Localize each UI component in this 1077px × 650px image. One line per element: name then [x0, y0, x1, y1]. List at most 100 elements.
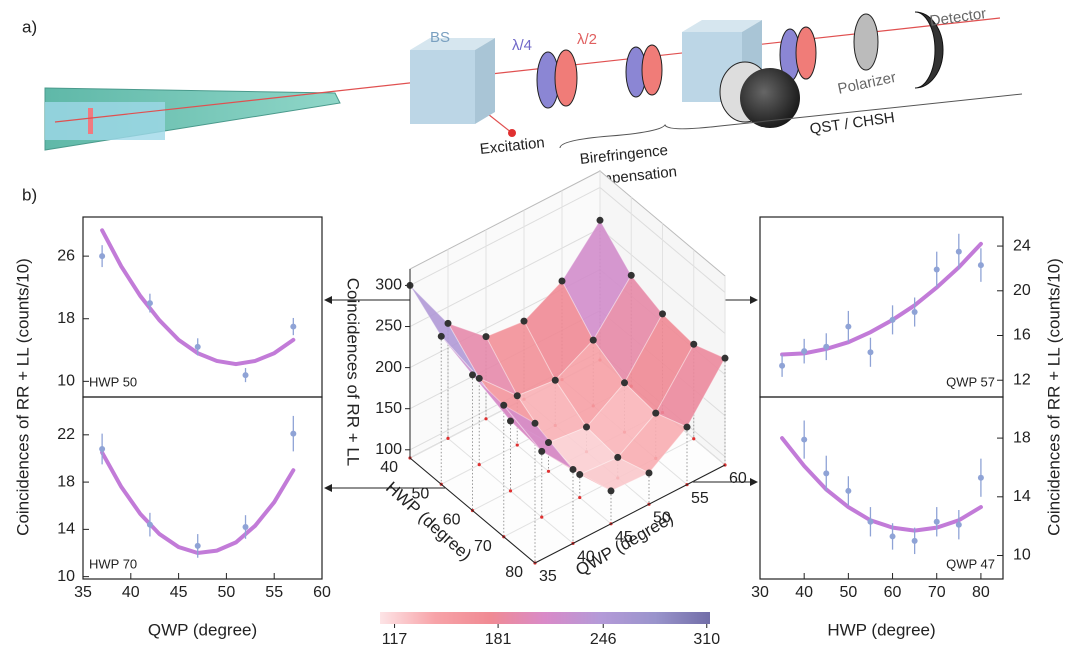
setup-diagram [44, 11, 1023, 151]
surface-point [482, 333, 490, 341]
floor-dot [484, 417, 488, 421]
surface-point [607, 487, 615, 495]
data-point [867, 518, 874, 525]
surface-point [437, 332, 445, 340]
data-point [779, 362, 786, 369]
z-tick-label: 200 [375, 359, 402, 376]
data-point [977, 262, 984, 269]
qst-label: QST / CHSH [809, 109, 896, 138]
y-tick-label: 10 [1013, 547, 1031, 564]
data-point [823, 343, 830, 350]
surface-point [569, 465, 577, 473]
brace [559, 93, 1023, 149]
surface-point [469, 371, 476, 379]
y-tick-label: 10 [57, 373, 75, 390]
surface-point [683, 423, 691, 431]
data-point [977, 474, 984, 481]
plot-frame [82, 216, 323, 398]
q-tick-label: 55 [691, 490, 709, 507]
colorbar-tick-label: 181 [485, 631, 512, 648]
floor-dot [515, 443, 519, 447]
surface-point [614, 453, 622, 461]
beam [54, 17, 1001, 123]
x-tick-label: 50 [218, 584, 236, 601]
y-tick-label: 12 [1013, 371, 1031, 388]
y-tick-label: 18 [1013, 429, 1031, 446]
surface-point [513, 392, 521, 400]
panel-label: a) [22, 17, 37, 36]
surface-point [444, 319, 452, 327]
surface-point [475, 374, 483, 382]
excitation-spot [508, 129, 516, 137]
data-point [146, 521, 153, 528]
x-tick-label: 45 [170, 584, 188, 601]
z-tick-label: 150 [375, 400, 402, 417]
x-tick-label: 60 [884, 584, 902, 601]
x-tick-label: 40 [795, 584, 813, 601]
waveplates [536, 11, 944, 128]
q-tick-label: 60 [729, 470, 747, 487]
h-tick-label: 80 [505, 564, 523, 581]
surface-point [531, 419, 539, 427]
x-tick-label: 60 [313, 584, 331, 601]
data-point [99, 253, 106, 260]
surface-point [583, 423, 590, 431]
h-tick-label: 40 [380, 459, 398, 476]
data-point [194, 343, 201, 350]
surface-point [645, 469, 653, 477]
x-tick-label: 30 [751, 584, 769, 601]
fit-line [780, 436, 983, 533]
h-tick-label: 60 [443, 512, 461, 529]
plot-frame [759, 216, 1004, 398]
y-tick-label: 16 [1013, 327, 1031, 344]
surface-point [621, 379, 628, 387]
fit-line [780, 241, 983, 357]
source [88, 108, 93, 134]
floor-dot [446, 436, 450, 440]
birefringence-label: Birefringence [579, 142, 669, 168]
data-point [242, 372, 249, 379]
x-tick-label: 70 [928, 584, 946, 601]
data-point [290, 323, 297, 330]
excitation-label: Excitation [479, 134, 545, 158]
surface-point [545, 439, 552, 447]
floor-dot [546, 469, 551, 473]
z-tick-label: 300 [375, 277, 402, 294]
z-axis-label: Coincidences of RR + LL [344, 278, 363, 467]
colorbar [380, 612, 710, 624]
colorbar-tick-label: 117 [382, 631, 408, 648]
detector-sphere [740, 68, 800, 128]
data-point [845, 487, 852, 494]
x-tick-label: 40 [122, 584, 140, 601]
z-tick-label: 250 [375, 318, 402, 335]
surface-point [589, 336, 597, 344]
q-tick-label: 40 [577, 549, 595, 566]
data-point [194, 542, 201, 549]
data-point [801, 348, 808, 355]
bs-label: BS [430, 29, 450, 46]
y-tick-label: 22 [57, 426, 75, 443]
data-point [955, 248, 962, 255]
y-tick-label: 14 [1013, 488, 1031, 505]
data-point [99, 446, 106, 452]
surface-point [538, 447, 546, 455]
q-tick-label: 45 [615, 529, 633, 546]
z-tick-label: 100 [375, 441, 402, 458]
surface-point [627, 271, 635, 279]
data-point [290, 430, 297, 437]
data-point [889, 316, 896, 323]
data-point [955, 521, 962, 528]
floor-dot [540, 515, 544, 519]
plots: 10 18 26 Coincidences of RR + LL (counts/10… [13, 169, 1063, 648]
floor-dot [508, 489, 513, 493]
colorbar-tick-label: 310 [693, 631, 720, 648]
floor-dot [692, 437, 696, 441]
y-tick-label: 26 [57, 247, 75, 264]
colorbar-tick-label: 246 [590, 631, 617, 648]
y-axis-label: Coincidences of RR + LL (counts/10) [1044, 258, 1063, 536]
panel-annotation: QWP 57 [946, 374, 995, 389]
y-tick-label: 10 [57, 568, 75, 585]
surface-point [500, 401, 508, 409]
